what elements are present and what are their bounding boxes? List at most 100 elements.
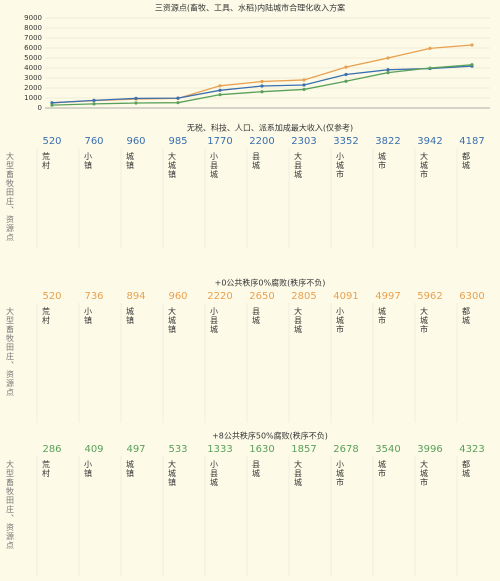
point — [218, 93, 222, 97]
column-value: 4091 — [333, 291, 358, 302]
point — [428, 66, 432, 70]
settlement-label: 大城市 — [420, 459, 429, 487]
column-value: 3996 — [417, 444, 442, 455]
point — [470, 63, 474, 67]
column-value: 2220 — [207, 291, 232, 302]
column-value: 1857 — [291, 444, 316, 455]
settlement-label: 小城市 — [336, 152, 345, 179]
point — [386, 56, 390, 60]
settlement-label: 小县城 — [210, 307, 219, 334]
column-value: 4997 — [375, 291, 400, 302]
point — [302, 78, 306, 82]
point — [134, 101, 138, 105]
point — [260, 84, 264, 88]
column-value: 736 — [84, 291, 103, 302]
settlement-label: 城镇 — [126, 152, 135, 170]
y-tick-label: 1000 — [24, 94, 42, 102]
settlement-label: 小城市 — [336, 460, 345, 487]
y-tick-label: 0 — [38, 104, 42, 112]
point — [218, 84, 222, 88]
y-tick-label: 6000 — [24, 44, 42, 52]
settlement-label: 大县城 — [294, 151, 303, 179]
chart-title: 三资源点(畜牧、工具、水稻)内陆城市合理化收入方案 — [155, 3, 345, 13]
settlement-label: 小镇 — [84, 307, 93, 325]
column-value: 1630 — [249, 444, 274, 455]
column-value: 1770 — [207, 136, 232, 147]
column-value: 409 — [84, 444, 103, 455]
point — [260, 90, 264, 94]
table-title: +0公共秩序0%腐败(秩序不负) — [215, 278, 326, 288]
point — [302, 83, 306, 87]
column-value: 3352 — [333, 136, 358, 147]
column-value: 286 — [42, 444, 61, 455]
point — [260, 79, 264, 84]
column-value: 3540 — [375, 444, 400, 455]
settlement-label: 城市 — [378, 460, 387, 478]
y-tick-label: 4000 — [24, 64, 42, 72]
column-value: 3942 — [417, 136, 442, 147]
point — [386, 68, 390, 72]
settlement-label: 小城市 — [336, 307, 345, 334]
point — [134, 96, 138, 100]
column-value: 4187 — [459, 136, 484, 147]
column-value: 520 — [42, 136, 61, 147]
column-value: 4323 — [459, 444, 484, 455]
settlement-label: 荒村 — [42, 151, 51, 170]
column-value: 1333 — [207, 444, 232, 455]
settlement-label: 城镇 — [126, 307, 135, 325]
column-value: 533 — [168, 444, 187, 455]
point — [344, 79, 348, 83]
settlement-label: 大县城 — [294, 459, 303, 487]
settlement-label: 县城 — [252, 460, 261, 478]
table-title: +8公共秩序50%腐败(秩序不负) — [212, 431, 328, 441]
column-value: 520 — [42, 291, 61, 302]
point — [302, 87, 306, 92]
point — [428, 46, 432, 50]
settlement-label: 小县城 — [210, 460, 219, 487]
row-label: 大型畜牧田庄、资源点 — [6, 306, 15, 397]
settlement-label: 小县城 — [210, 152, 219, 179]
settlement-label: 大城镇 — [168, 306, 177, 334]
settlement-label: 大城镇 — [168, 459, 177, 487]
point — [470, 43, 474, 47]
column-value: 2805 — [291, 291, 316, 302]
settlement-label: 城市 — [378, 307, 387, 325]
point — [92, 102, 96, 106]
settlement-label: 荒村 — [42, 459, 51, 478]
point — [176, 96, 180, 100]
settlement-label: 都城 — [462, 460, 471, 478]
table-title: 无税、科技、人口、派系加成最大收入(仅参考) — [187, 123, 353, 133]
point — [50, 103, 54, 107]
settlement-label: 县城 — [252, 307, 261, 325]
column-value: 2650 — [249, 291, 274, 302]
column-value: 2678 — [333, 444, 358, 455]
row-label: 大型畜牧田庄、资源点 — [6, 151, 15, 242]
column-value: 2303 — [291, 136, 316, 147]
settlement-label: 荒村 — [42, 306, 51, 325]
y-tick-label: 3000 — [24, 74, 42, 82]
settlement-label: 小镇 — [84, 152, 93, 170]
column-value: 894 — [126, 291, 145, 302]
y-tick-label: 5000 — [24, 54, 42, 62]
settlement-label: 都城 — [462, 152, 471, 170]
settlement-label: 大城市 — [420, 151, 429, 179]
y-tick-label: 9000 — [24, 14, 42, 22]
point — [50, 101, 54, 105]
column-value: 985 — [168, 136, 187, 147]
column-value: 5962 — [417, 291, 442, 302]
settlement-label: 县城 — [252, 152, 261, 170]
settlement-label: 城市 — [378, 152, 387, 170]
settlement-label: 大城镇 — [168, 151, 177, 179]
point — [386, 71, 390, 75]
y-tick-label: 2000 — [24, 84, 42, 92]
point — [218, 88, 222, 92]
point — [344, 65, 348, 69]
y-tick-label: 8000 — [24, 24, 42, 32]
column-value: 497 — [126, 444, 145, 455]
settlement-label: 城镇 — [126, 460, 135, 478]
point — [92, 98, 96, 102]
settlement-label: 都城 — [462, 307, 471, 325]
settlement-label: 大县城 — [294, 306, 303, 334]
